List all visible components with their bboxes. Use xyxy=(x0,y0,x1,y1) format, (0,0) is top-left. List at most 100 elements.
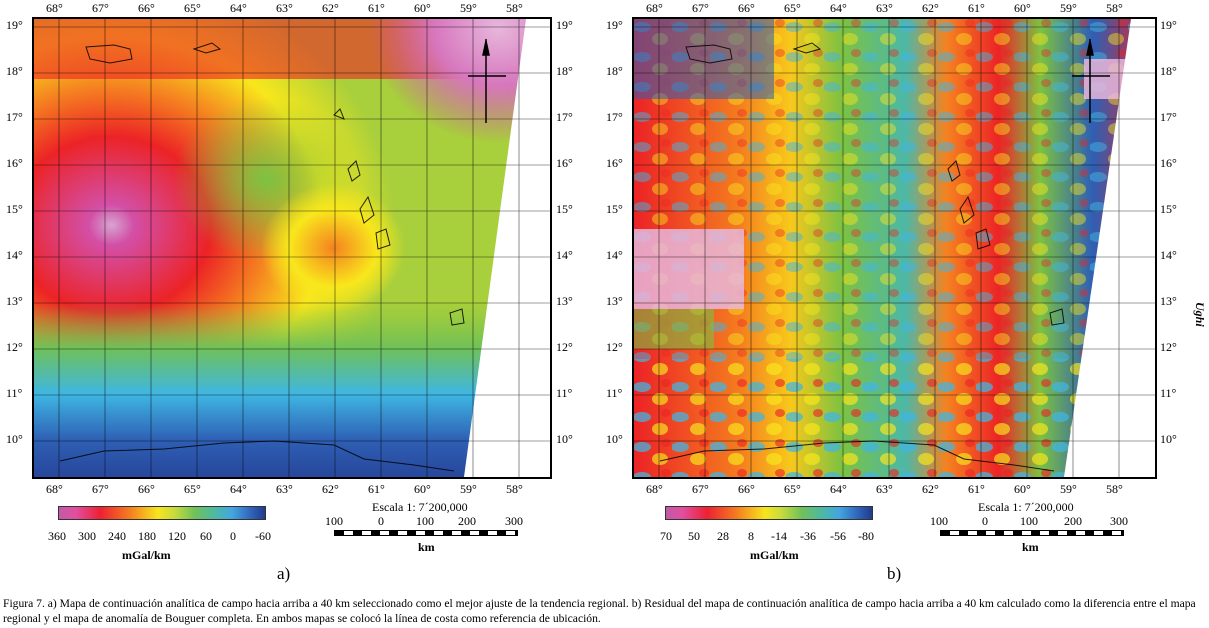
lat-label: 14° xyxy=(606,248,623,262)
lat-label: 13° xyxy=(6,294,23,308)
map-b-frame xyxy=(632,17,1157,479)
lat-label: 17° xyxy=(6,110,23,124)
lon-label: 64° xyxy=(830,1,847,15)
scale-tick: 100 xyxy=(325,514,343,528)
lat-label: 18° xyxy=(6,64,23,78)
lon-label: 58° xyxy=(506,1,523,15)
lat-label: 19° xyxy=(6,18,23,32)
lon-label: 62° xyxy=(922,482,939,496)
colorbar-b xyxy=(665,506,873,520)
lon-label: 61° xyxy=(368,1,385,15)
lon-label: 60° xyxy=(1014,1,1031,15)
lon-label: 64° xyxy=(230,1,247,15)
lon-label: 58° xyxy=(1106,1,1123,15)
lat-label: 16° xyxy=(6,156,23,170)
lon-label: 65° xyxy=(184,482,201,496)
lat-label: 12° xyxy=(606,340,623,354)
lon-label: 58° xyxy=(1106,482,1123,496)
lon-label: 61° xyxy=(968,482,985,496)
lat-label: 12° xyxy=(1160,340,1177,354)
lon-label: 61° xyxy=(968,1,985,15)
lat-label: 17° xyxy=(556,110,573,124)
lat-label: 18° xyxy=(1160,64,1177,78)
lat-label: 18° xyxy=(606,64,623,78)
colorbar-tick: 180 xyxy=(138,529,156,543)
lat-label: 15° xyxy=(606,202,623,216)
lon-label: 64° xyxy=(230,482,247,496)
lat-label: 16° xyxy=(556,156,573,170)
colorbar-tick: -80 xyxy=(858,529,874,543)
scale-tick: 0 xyxy=(378,514,384,528)
map-a-canvas xyxy=(34,19,550,477)
panel-label: a) xyxy=(277,564,291,583)
lon-label: 63° xyxy=(876,482,893,496)
lat-label: 10° xyxy=(6,432,23,446)
lon-label: 67° xyxy=(92,1,109,15)
scale-tick: 200 xyxy=(1064,514,1082,528)
colorbar-unit: mGal/km xyxy=(122,548,171,562)
lon-label: 60° xyxy=(1014,482,1031,496)
lon-label: 65° xyxy=(784,1,801,15)
lon-label: 67° xyxy=(92,482,109,496)
lon-label: 66° xyxy=(738,482,755,496)
lat-label: 11° xyxy=(1160,386,1177,400)
map-a-graticule xyxy=(34,19,550,477)
lat-label: 16° xyxy=(1160,156,1177,170)
lon-label: 58° xyxy=(506,482,523,496)
lon-label: 63° xyxy=(276,1,293,15)
lon-label: 66° xyxy=(138,1,155,15)
scale-tick: 100 xyxy=(1020,514,1038,528)
scale-tick: 300 xyxy=(505,514,523,528)
colorbar-tick: -60 xyxy=(255,529,271,543)
lon-label: 59° xyxy=(460,1,477,15)
colorbar-tick: 60 xyxy=(200,529,212,543)
lon-label: 64° xyxy=(830,482,847,496)
colorbar-tick: 360 xyxy=(48,529,66,543)
side-author-label: Ughi xyxy=(1193,302,1207,327)
lat-label: 10° xyxy=(1160,432,1177,446)
lon-label: 65° xyxy=(784,482,801,496)
lon-label: 61° xyxy=(368,482,385,496)
lon-label: 68° xyxy=(46,1,63,15)
scale-unit: km xyxy=(1022,540,1039,554)
lon-label: 60° xyxy=(414,1,431,15)
lon-label: 67° xyxy=(692,1,709,15)
lon-label: 62° xyxy=(922,1,939,15)
scale-bar-b xyxy=(940,530,1124,536)
lat-label: 10° xyxy=(556,432,573,446)
scale-tick: 100 xyxy=(930,514,948,528)
scale-tick: 100 xyxy=(416,514,434,528)
lon-label: 63° xyxy=(876,1,893,15)
lat-label: 11° xyxy=(606,386,623,400)
map-a-frame xyxy=(32,17,552,479)
colorbar-tick: 120 xyxy=(168,529,186,543)
lon-label: 59° xyxy=(460,482,477,496)
colorbar-tick: 0 xyxy=(230,529,236,543)
lat-label: 13° xyxy=(1160,294,1177,308)
map-panel-a: 68° 67° 66° 65° 64° 63° 62° 61° 60° 59° … xyxy=(0,0,600,590)
lat-label: 16° xyxy=(606,156,623,170)
lon-label: 66° xyxy=(138,482,155,496)
lat-label: 14° xyxy=(6,248,23,262)
scale-title: Escala 1: 7´200,000 xyxy=(978,500,1074,514)
north-arrow-icon xyxy=(1072,39,1110,123)
lon-label: 67° xyxy=(692,482,709,496)
lon-label: 62° xyxy=(322,482,339,496)
colorbar-tick: 240 xyxy=(108,529,126,543)
lon-label: 63° xyxy=(276,482,293,496)
lat-label: 13° xyxy=(556,294,573,308)
map-b-graticule xyxy=(634,19,1155,477)
lat-label: 17° xyxy=(606,110,623,124)
map-panel-b: 68° 67° 66° 65° 64° 63° 62° 61° 60° 59° … xyxy=(600,0,1209,590)
lat-label: 11° xyxy=(556,386,573,400)
lon-label: 68° xyxy=(646,482,663,496)
colorbar-tick: 50 xyxy=(688,529,700,543)
figure-caption: Figura 7. a) Mapa de continuación analít… xyxy=(3,597,1196,625)
lon-label: 59° xyxy=(1060,1,1077,15)
panel-label: b) xyxy=(887,564,902,583)
scale-tick: 0 xyxy=(982,514,988,528)
lat-label: 14° xyxy=(556,248,573,262)
lat-label: 12° xyxy=(6,340,23,354)
colorbar-tick: 70 xyxy=(660,529,672,543)
colorbar-unit: mGal/km xyxy=(750,548,799,562)
